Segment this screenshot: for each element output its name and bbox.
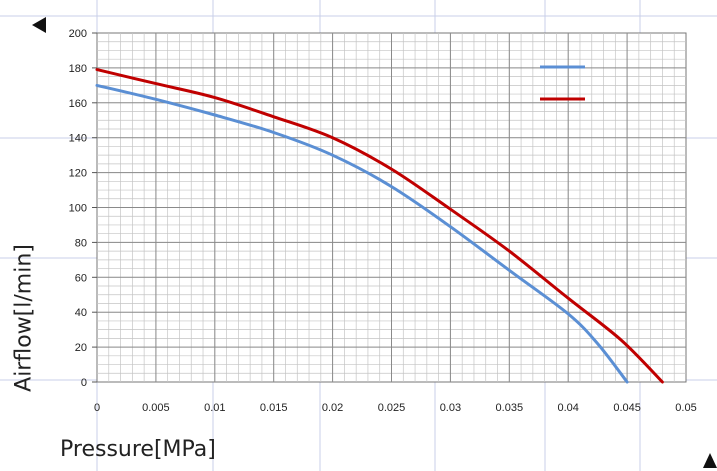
y-tick-label: 40 (75, 307, 87, 319)
x-tick-label: 0 (94, 402, 100, 414)
y-tick-label: 180 (69, 63, 87, 75)
y-tick-label: 0 (81, 377, 87, 389)
y-tick-label: 80 (75, 237, 87, 249)
y-tick-label: 140 (69, 133, 87, 145)
x-tick-label: 0.005 (142, 402, 170, 414)
series-line (95, 83, 629, 384)
x-tick-label: 0.025 (378, 402, 406, 414)
x-tick-label: 0.04 (557, 402, 578, 414)
y-tick-label: 100 (69, 203, 87, 215)
y-tick-label: 20 (75, 342, 87, 354)
y-axis-arrow-icon (32, 17, 46, 33)
y-tick-label: 60 (75, 272, 87, 284)
y-tick-label: 160 (69, 98, 87, 110)
y-tick-label: 120 (69, 168, 87, 180)
x-tick-label: 0.05 (675, 402, 696, 414)
y-axis-title-wrap: Airflow[l/min] (4, 200, 44, 436)
y-axis-ticks: 0 20 40 60 80 100 120 140 160 180 200 (69, 28, 97, 389)
series-lines (95, 68, 664, 384)
x-tick-label: 0.045 (613, 402, 641, 414)
x-axis-arrow-icon (703, 453, 717, 468)
x-tick-label: 0.03 (440, 402, 461, 414)
y-tick-label: 200 (69, 28, 87, 40)
x-tick-label: 0.035 (496, 402, 524, 414)
x-tick-label: 0.015 (260, 402, 288, 414)
x-axis-ticks: 0 0.005 0.01 0.015 0.02 0.025 0.03 0.035 0.04 0.0… (94, 402, 697, 414)
legend (540, 65, 585, 101)
y-axis-title: Airflow[l/min] (11, 244, 37, 392)
x-axis-title: Pressure[MPa] (60, 437, 216, 462)
series-line (95, 68, 664, 384)
x-tick-label: 0.02 (322, 402, 343, 414)
x-tick-label: 0.01 (204, 402, 225, 414)
